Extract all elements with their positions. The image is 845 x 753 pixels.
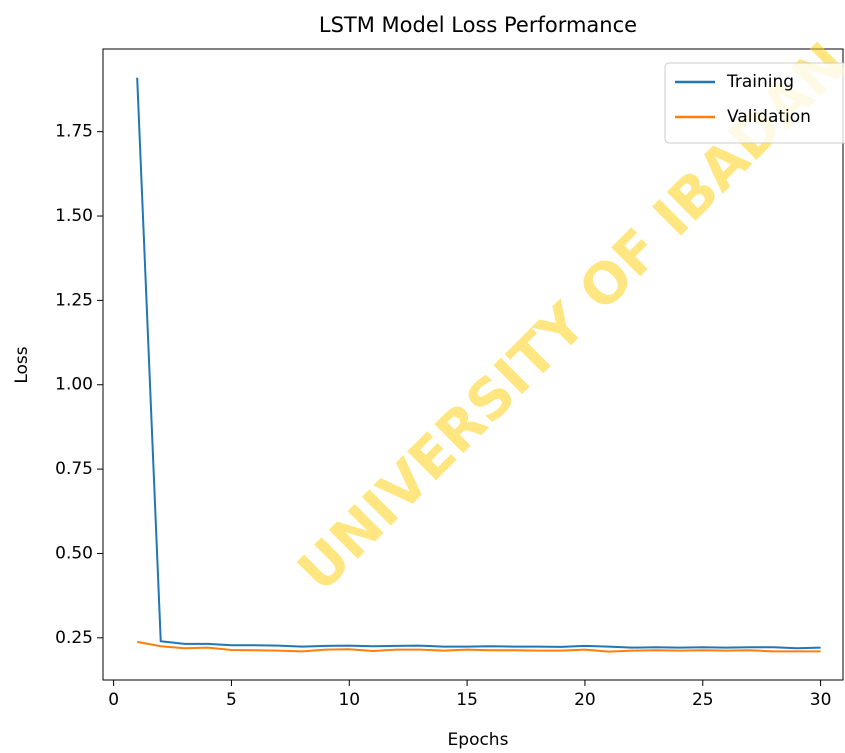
y-tick-label: 0.50 xyxy=(55,543,93,563)
plot-frame xyxy=(102,48,844,681)
chart-title: LSTM Model Loss Performance xyxy=(319,13,637,37)
x-tick-label: 10 xyxy=(338,690,360,710)
y-tick-label: 1.75 xyxy=(55,122,93,142)
y-tick-label: 0.25 xyxy=(55,628,93,648)
x-tick-label: 5 xyxy=(226,690,237,710)
line-series xyxy=(136,77,821,650)
line-series xyxy=(136,640,821,653)
x-tick-label: 30 xyxy=(810,690,832,710)
legend-label: Training xyxy=(726,72,794,92)
y-tick-label: 1.50 xyxy=(55,206,93,226)
legend-label: Validation xyxy=(727,107,811,127)
x-tick-label: 25 xyxy=(692,690,714,710)
y-tick-label: 0.75 xyxy=(55,459,93,479)
x-axis-label: Epochs xyxy=(448,730,509,750)
x-tick-label: 20 xyxy=(574,690,596,710)
y-tick-label: 1.00 xyxy=(55,375,93,395)
x-tick-label: 15 xyxy=(456,690,478,710)
y-tick-label: 1.25 xyxy=(55,290,93,310)
y-axis-label: Loss xyxy=(12,346,32,383)
x-tick-label: 0 xyxy=(108,690,119,710)
